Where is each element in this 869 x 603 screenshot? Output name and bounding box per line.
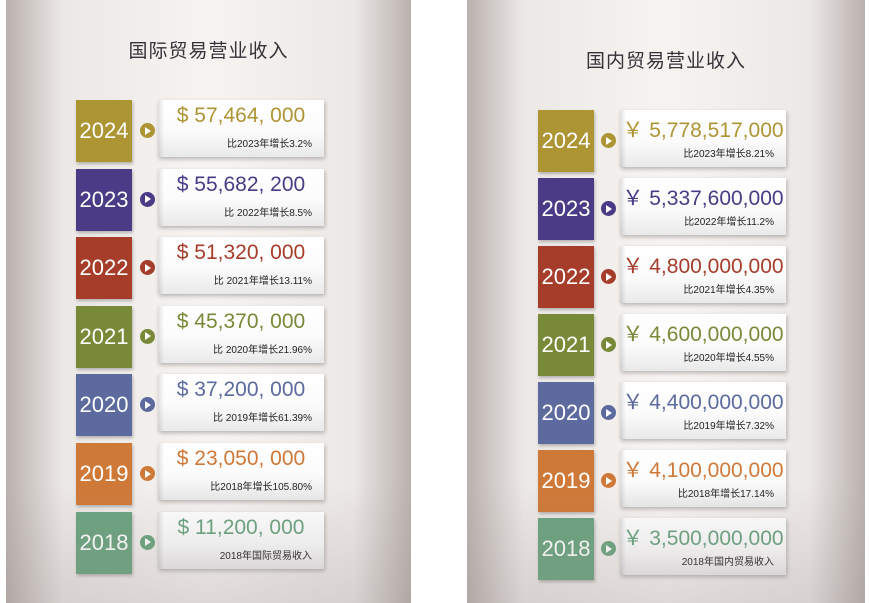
- growth-note: 比2020年增长4.55%: [683, 353, 774, 364]
- revenue-row: 2024 $ 57,464, 000 比2023年增长3.2%: [76, 100, 324, 162]
- year-badge: 2024: [538, 110, 594, 172]
- domestic-revenue-panel: 国内贸易营业收入 2024 ￥ 5,778,517,000 比2023年增长8.21…: [467, 0, 865, 603]
- play-arrow-icon: [601, 541, 616, 556]
- revenue-amount: $ 11,200, 000: [177, 515, 305, 539]
- play-arrow-icon: [140, 397, 155, 413]
- revenue-card: $ 45,370, 000 比 2020年增长21.96%: [158, 305, 324, 363]
- growth-note: 比2018年增长17.14%: [677, 489, 774, 500]
- revenue-card: ￥ 4,600,000,000 比2020年增长4.55%: [620, 314, 786, 371]
- revenue-row: 2020 $ 37,200, 000 比 2019年增长61.39%: [76, 374, 324, 437]
- revenue-card: ￥ 3,500,000,000 2018年国内贸易收入: [620, 518, 786, 575]
- revenue-row: 2021 $ 45,370, 000 比 2020年增长21.96%: [76, 305, 324, 368]
- growth-note: 比2022年增长11.2%: [684, 217, 774, 228]
- year-badge: 2019: [76, 443, 132, 505]
- growth-note: 比2019年增长7.32%: [683, 421, 774, 432]
- year-badge: 2023: [538, 178, 594, 240]
- revenue-card: ￥ 5,337,600,000 比2022年增长11.2%: [620, 178, 786, 235]
- revenue-card: $ 23,050, 000 比2018年增长105.80%: [158, 443, 324, 500]
- revenue-row: 2018 $ 11,200, 000 2018年国际贸易收入: [76, 511, 324, 574]
- year-badge: 2018: [538, 518, 594, 580]
- revenue-card: ￥ 4,800,000,000 比2021年增长4.35%: [620, 246, 786, 303]
- play-arrow-icon: [140, 328, 155, 344]
- revenue-card: $ 57,464, 000 比2023年增长3.2%: [158, 100, 324, 157]
- play-arrow-icon: [601, 201, 616, 216]
- revenue-card: ￥ 4,100,000,000 比2018年增长17.14%: [620, 450, 786, 507]
- revenue-card: $ 37,200, 000 比 2019年增长61.39%: [158, 374, 324, 432]
- revenue-amount: $ 57,464, 000: [176, 104, 306, 127]
- play-arrow-icon: [140, 260, 155, 276]
- panel-title: 国际贸易营业收入: [128, 41, 289, 62]
- year-badge: 2024: [76, 100, 132, 162]
- revenue-amount: ￥ 4,800,000,000: [622, 255, 784, 278]
- growth-note: 比 2019年增长61.39%: [213, 413, 312, 425]
- revenue-amount: $ 37,200, 000: [176, 378, 306, 402]
- revenue-row: 2019 $ 23,050, 000 比2018年增长105.80%: [76, 443, 324, 505]
- revenue-row: 2023 ￥ 5,337,600,000 比2022年增长11.2%: [538, 178, 786, 240]
- revenue-amount: $ 51,320, 000: [176, 241, 306, 265]
- revenue-amount: $ 55,682, 200: [176, 172, 306, 196]
- play-arrow-icon: [140, 466, 155, 481]
- play-arrow-icon: [601, 269, 616, 284]
- year-badge: 2020: [538, 382, 594, 444]
- growth-note: 比2023年增长8.21%: [683, 149, 774, 160]
- revenue-amount: ￥ 4,400,000,000: [622, 391, 784, 414]
- play-arrow-icon: [140, 123, 155, 138]
- growth-note: 比 2021年增长13.11%: [213, 276, 312, 288]
- revenue-card: $ 55,682, 200 比 2022年增长8.5%: [158, 168, 324, 226]
- year-badge: 2021: [76, 305, 132, 368]
- panel-title: 国内贸易营业收入: [585, 51, 746, 72]
- play-arrow-icon: [140, 534, 155, 550]
- revenue-card: $ 11,200, 000 2018年国际贸易收入: [158, 511, 324, 569]
- growth-note: 2018年国际贸易收入: [219, 550, 312, 562]
- growth-note: 比 2022年增长8.5%: [224, 207, 312, 219]
- revenue-row: 2023 $ 55,682, 200 比 2022年增长8.5%: [76, 168, 324, 231]
- revenue-amount: ￥ 3,500,000,000: [622, 527, 784, 550]
- revenue-amount: ￥ 4,100,000,000: [622, 459, 784, 482]
- growth-note: 2018年国内贸易收入: [681, 557, 774, 568]
- year-badge: 2018: [76, 511, 132, 574]
- revenue-card: $ 51,320, 000 比 2021年增长13.11%: [158, 237, 324, 295]
- revenue-row: 2021 ￥ 4,600,000,000 比2020年增长4.55%: [538, 314, 786, 376]
- revenue-row: 2019 ￥ 4,100,000,000 比2018年增长17.14%: [538, 450, 786, 512]
- revenue-row: 2022 ￥ 4,800,000,000 比2021年增长4.35%: [538, 246, 786, 308]
- revenue-card: ￥ 4,400,000,000 比2019年增长7.32%: [620, 382, 786, 439]
- year-badge: 2019: [538, 450, 594, 512]
- revenue-row: 2018 ￥ 3,500,000,000 2018年国内贸易收入: [538, 518, 786, 580]
- play-arrow-icon: [601, 337, 616, 352]
- year-badge: 2023: [76, 168, 132, 231]
- play-arrow-icon: [601, 133, 616, 148]
- year-badge: 2022: [538, 246, 594, 308]
- revenue-row: 2022 $ 51,320, 000 比 2021年增长13.11%: [76, 237, 324, 300]
- growth-note: 比2021年增长4.35%: [683, 285, 774, 296]
- revenue-amount: ￥ 5,337,600,000: [622, 187, 784, 210]
- growth-note: 比2018年增长105.80%: [210, 482, 312, 493]
- growth-note: 比2023年增长3.2%: [226, 139, 312, 150]
- revenue-amount: $ 45,370, 000: [176, 309, 306, 333]
- play-arrow-icon: [601, 473, 616, 488]
- year-badge: 2020: [76, 374, 132, 437]
- revenue-amount: $ 23,050, 000: [176, 447, 306, 470]
- revenue-row: 2020 ￥ 4,400,000,000 比2019年增长7.32%: [538, 382, 786, 444]
- year-badge: 2021: [538, 314, 594, 376]
- play-arrow-icon: [140, 191, 155, 207]
- play-arrow-icon: [601, 405, 616, 420]
- revenue-amount: ￥ 5,778,517,000: [622, 119, 784, 142]
- year-badge: 2022: [76, 237, 132, 300]
- growth-note: 比 2020年增长21.96%: [213, 344, 312, 356]
- international-revenue-panel: 国际贸易营业收入 2024 $ 57,464, 000 比2023年增长3.2% 20…: [6, 0, 411, 603]
- revenue-amount: ￥ 4,600,000,000: [622, 323, 784, 346]
- revenue-row: 2024 ￥ 5,778,517,000 比2023年增长8.21%: [538, 110, 786, 172]
- revenue-card: ￥ 5,778,517,000 比2023年增长8.21%: [620, 110, 786, 167]
